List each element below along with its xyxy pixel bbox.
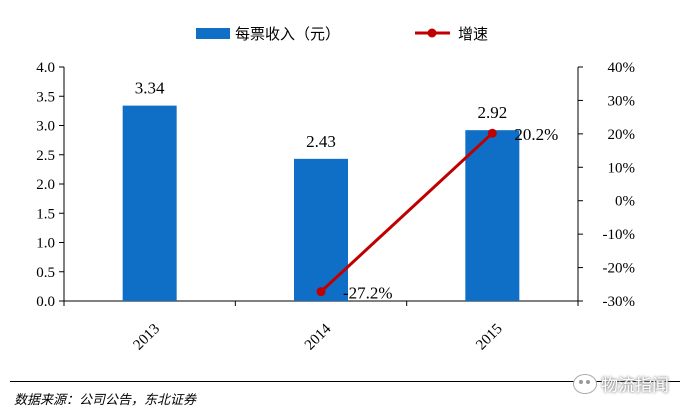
- left-tick-label: 3.0: [36, 119, 55, 135]
- left-tick-label: 2.0: [36, 177, 55, 193]
- x-tick-label: 2015: [473, 321, 506, 354]
- line-point: [487, 128, 497, 138]
- bar: [465, 130, 520, 301]
- left-y-axis: 0.0 0.5 1.0 1.5 2.0 2.5 3.0 3.5 4.0: [36, 60, 65, 310]
- watermark: 物流指闻: [573, 371, 669, 396]
- right-tick-label: -20%: [603, 261, 636, 277]
- x-tick-label: 2013: [131, 321, 164, 354]
- left-tick-label: 2.5: [36, 148, 55, 164]
- combo-chart: 每票收入（元） 增速 0.0 0.5 1.0 1.5 2.0 2.5 3.0 3.5 4.0 -3…: [36, 26, 636, 354]
- legend-label-bar: 每票收入（元）: [235, 26, 340, 43]
- right-tick-label: 20%: [608, 127, 636, 143]
- legend: 每票收入（元） 增速: [196, 26, 488, 43]
- line-data-label: 20.2%: [514, 125, 558, 144]
- line-path: [319, 132, 494, 293]
- right-tick-label: 30%: [608, 93, 636, 109]
- bar-data-label: 3.34: [135, 79, 165, 98]
- bar: [294, 158, 348, 301]
- left-tick-label: 0.0: [36, 294, 55, 310]
- right-tick-label: 10%: [608, 160, 636, 176]
- right-tick-label: 0%: [615, 194, 635, 210]
- right-y-axis: -30% -20% -10% 0% 10% 20% 30% 40%: [577, 60, 636, 310]
- left-tick-label: 4.0: [36, 60, 55, 76]
- legend-marker-line: [427, 28, 437, 38]
- left-tick-label: 0.5: [36, 265, 55, 281]
- left-tick-label: 1.0: [36, 236, 55, 252]
- x-tick-label: 2014: [302, 321, 335, 354]
- bar-series: 3.34 2.43 2.92: [122, 79, 520, 301]
- right-tick-label: 40%: [608, 60, 636, 76]
- left-tick-label: 1.5: [36, 206, 55, 222]
- footer-divider: [10, 381, 680, 382]
- right-tick-label: -30%: [603, 294, 636, 310]
- bar-data-label: 2.43: [306, 132, 336, 151]
- left-tick-label: 3.5: [36, 89, 55, 105]
- line-series: -27.2% 20.2%: [316, 125, 558, 303]
- watermark-text: 物流指闻: [601, 376, 669, 396]
- right-tick-label: -10%: [603, 227, 636, 243]
- bar: [122, 105, 177, 301]
- x-axis: 2013 2014 2015: [63, 300, 579, 354]
- legend-swatch-bar: [196, 28, 230, 39]
- legend-label-line: 增速: [458, 26, 488, 43]
- source-note: 数据来源：公司公告，东北证券: [14, 393, 197, 408]
- line-data-label: -27.2%: [343, 284, 393, 303]
- line-point: [316, 287, 326, 297]
- bar-data-label: 2.92: [477, 103, 507, 122]
- wechat-icon: [573, 373, 597, 394]
